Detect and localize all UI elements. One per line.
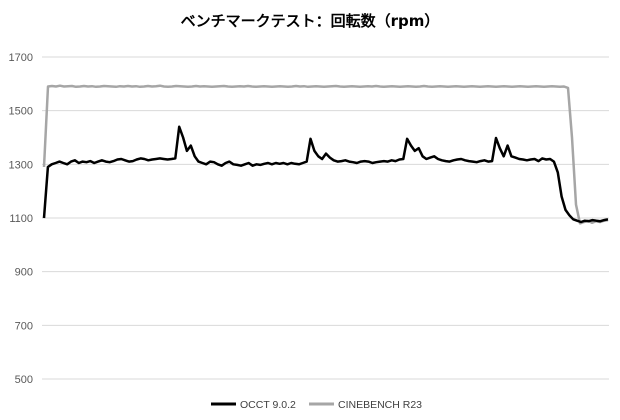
series-lines [42, 84, 609, 225]
legend: OCCT 9.0.2 CINEBENCH R23 [211, 399, 422, 411]
y-axis-ticks: 500 700 900 1100 1300 1500 1700 [9, 52, 33, 386]
chart-title: ベンチマークテスト：回転数（rpm） [180, 12, 440, 30]
y-tick-label: 1700 [9, 52, 33, 64]
legend-item-cinebench-label: CINEBENCH R23 [338, 399, 422, 411]
y-tick-label: 1100 [9, 213, 33, 225]
y-tick-label: 700 [15, 320, 33, 332]
y-tick-label: 900 [15, 267, 33, 279]
series-line-cinebench [42, 84, 609, 225]
y-tick-label: 1300 [9, 159, 33, 171]
legend-item-occt-label: OCCT 9.0.2 [240, 399, 296, 411]
y-tick-label: 500 [15, 374, 33, 386]
y-tick-label: 1500 [9, 106, 33, 118]
gridlines [42, 56, 609, 380]
series-line-occt [42, 125, 609, 224]
